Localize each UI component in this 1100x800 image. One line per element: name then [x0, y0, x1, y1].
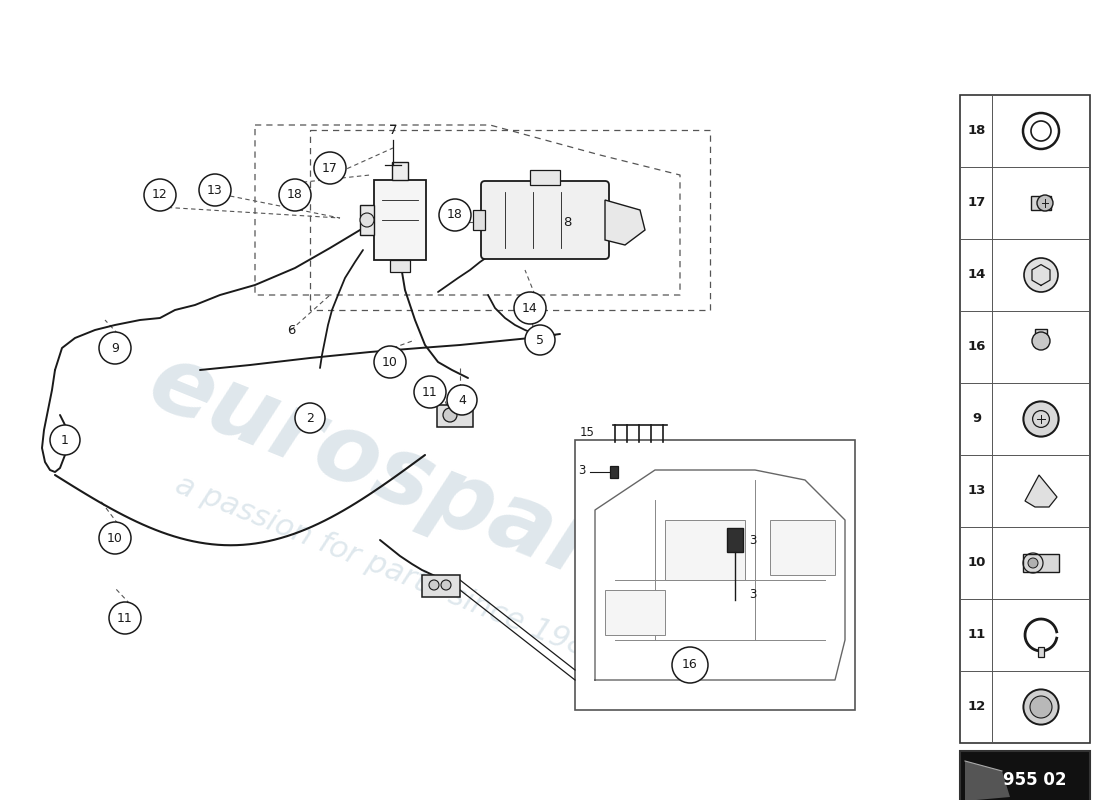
Circle shape — [414, 376, 446, 408]
Text: 10: 10 — [968, 557, 987, 570]
FancyBboxPatch shape — [481, 181, 609, 259]
Circle shape — [314, 152, 346, 184]
Circle shape — [1023, 690, 1058, 725]
Bar — [960, 751, 1090, 800]
Bar — [530, 170, 560, 185]
Circle shape — [1023, 402, 1058, 437]
Text: 18: 18 — [968, 125, 987, 138]
Circle shape — [447, 385, 477, 415]
Text: 13: 13 — [207, 183, 223, 197]
Text: 2: 2 — [306, 411, 313, 425]
Circle shape — [279, 179, 311, 211]
Circle shape — [374, 346, 406, 378]
Circle shape — [1032, 332, 1050, 350]
Text: 4: 4 — [458, 394, 466, 406]
Text: 11: 11 — [117, 611, 133, 625]
Text: 9: 9 — [111, 342, 119, 354]
Text: 18: 18 — [447, 209, 463, 222]
Circle shape — [1030, 696, 1052, 718]
Text: 3: 3 — [749, 589, 757, 602]
Text: 11: 11 — [422, 386, 438, 398]
Bar — [1023, 554, 1059, 572]
Text: 955 02: 955 02 — [1003, 771, 1067, 789]
Text: 14: 14 — [968, 269, 987, 282]
Bar — [422, 575, 460, 597]
Circle shape — [1024, 258, 1058, 292]
Text: 14: 14 — [522, 302, 538, 314]
Text: a passion for parts since 1985: a passion for parts since 1985 — [170, 470, 609, 670]
Text: 15: 15 — [580, 426, 595, 438]
Circle shape — [672, 647, 708, 683]
Polygon shape — [965, 761, 1010, 800]
Text: 3: 3 — [578, 463, 585, 477]
Text: 11: 11 — [968, 629, 986, 642]
Bar — [473, 210, 485, 230]
Bar — [770, 520, 835, 575]
Bar — [575, 440, 855, 710]
Circle shape — [525, 325, 556, 355]
Text: 6: 6 — [287, 323, 295, 337]
Text: eurospares: eurospares — [135, 335, 724, 645]
Bar — [666, 520, 745, 580]
Text: 8: 8 — [563, 215, 571, 229]
Bar — [1031, 196, 1050, 210]
Bar — [1035, 329, 1047, 347]
Text: 18: 18 — [287, 189, 303, 202]
Text: 12: 12 — [152, 189, 168, 202]
Circle shape — [295, 403, 324, 433]
Bar — [392, 162, 408, 180]
Text: 3: 3 — [749, 534, 757, 546]
Text: 16: 16 — [682, 658, 697, 671]
Text: 10: 10 — [382, 355, 398, 369]
Circle shape — [1037, 195, 1053, 211]
Bar — [605, 590, 665, 635]
Circle shape — [441, 580, 451, 590]
Text: 5: 5 — [536, 334, 544, 346]
Text: 9: 9 — [972, 413, 981, 426]
Circle shape — [109, 602, 141, 634]
Text: 10: 10 — [107, 531, 123, 545]
Polygon shape — [1025, 475, 1057, 507]
Bar — [437, 405, 473, 427]
Circle shape — [144, 179, 176, 211]
Circle shape — [443, 408, 456, 422]
Bar — [727, 528, 742, 552]
Circle shape — [1028, 558, 1038, 568]
Circle shape — [50, 425, 80, 455]
Text: 7: 7 — [388, 123, 397, 137]
Circle shape — [439, 199, 471, 231]
Bar — [1038, 647, 1044, 657]
Circle shape — [99, 522, 131, 554]
Bar — [374, 180, 426, 260]
Circle shape — [514, 292, 546, 324]
Text: 13: 13 — [968, 485, 987, 498]
Polygon shape — [605, 200, 645, 245]
Circle shape — [429, 580, 439, 590]
Text: 16: 16 — [968, 341, 987, 354]
Text: 17: 17 — [968, 197, 986, 210]
Circle shape — [199, 174, 231, 206]
Bar — [390, 260, 410, 272]
Circle shape — [360, 213, 374, 227]
Text: 12: 12 — [968, 701, 986, 714]
Text: 17: 17 — [322, 162, 338, 174]
Circle shape — [99, 332, 131, 364]
Bar — [360, 205, 374, 235]
Bar — [960, 95, 1090, 743]
Text: 1: 1 — [62, 434, 69, 446]
Bar — [610, 466, 618, 478]
